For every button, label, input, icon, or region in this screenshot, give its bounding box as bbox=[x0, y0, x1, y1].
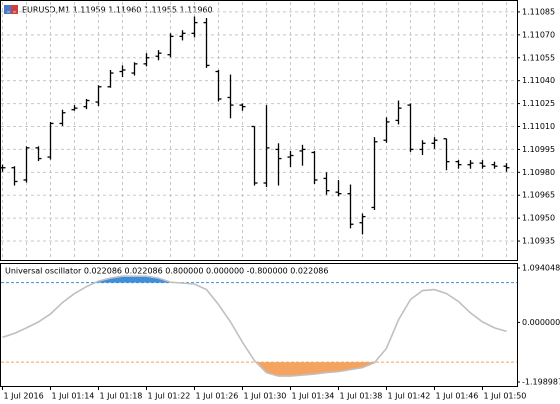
y-tick-label: 1.094048 bbox=[522, 264, 560, 273]
level-fill bbox=[302, 362, 315, 376]
oscillator-frame bbox=[0, 263, 518, 387]
level-fill bbox=[290, 362, 303, 377]
oscillator-title: Universal oscillator 0.022086 0.022086 0… bbox=[5, 267, 328, 276]
x-tick-label: 1 Jul 01:34 bbox=[292, 392, 335, 401]
y-tick-label: 1.11040 bbox=[522, 76, 555, 85]
x-tick-label: 1 Jul 01:30 bbox=[244, 392, 287, 401]
level-fill bbox=[326, 362, 339, 373]
level-fill bbox=[134, 276, 147, 283]
x-tick-label: 1 Jul 2016 bbox=[4, 392, 44, 401]
y-tick-label: 1.10935 bbox=[522, 237, 555, 246]
chart-title: EURUSD,M1 1.11959 1.11960 1.11955 1.1196… bbox=[22, 6, 213, 15]
x-tick-label: 1 Jul 01:38 bbox=[340, 392, 383, 401]
x-tick-label: 1 Jul 01:50 bbox=[484, 392, 527, 401]
x-tick-label: 1 Jul 01:26 bbox=[196, 392, 239, 401]
y-tick-label: 1.11055 bbox=[522, 53, 555, 62]
main-frame bbox=[0, 0, 518, 261]
y-tick-label: 1.10950 bbox=[522, 214, 555, 223]
x-tick-label: 1 Jul 01:46 bbox=[436, 392, 479, 401]
symbol-icon bbox=[11, 5, 18, 14]
level-fill bbox=[266, 362, 279, 377]
symbol-icon bbox=[4, 5, 11, 14]
y-tick-label: 1.11025 bbox=[522, 99, 555, 108]
y-tick-label: 0.000000 bbox=[522, 318, 560, 327]
level-fill bbox=[338, 362, 351, 372]
y-tick-label: 1.11010 bbox=[522, 122, 555, 131]
x-tick-label: 1 Jul 01:18 bbox=[100, 392, 143, 401]
level-fill bbox=[122, 276, 135, 283]
y-tick-label: 1.11085 bbox=[522, 7, 555, 16]
y-tick-label: 1.10980 bbox=[522, 168, 555, 177]
level-fill bbox=[278, 362, 291, 377]
y-tick-label: 1.10965 bbox=[522, 191, 555, 200]
x-tick-label: 1 Jul 01:14 bbox=[52, 392, 95, 401]
y-tick-label: 1.10995 bbox=[522, 145, 555, 154]
y-tick-label: 1.11070 bbox=[522, 30, 555, 39]
oscillator-line bbox=[2, 275, 507, 377]
x-tick-label: 1 Jul 01:22 bbox=[148, 392, 191, 401]
level-fill bbox=[314, 362, 327, 375]
y-tick-label: -1.198987 bbox=[522, 378, 560, 387]
x-tick-label: 1 Jul 01:42 bbox=[388, 392, 431, 401]
